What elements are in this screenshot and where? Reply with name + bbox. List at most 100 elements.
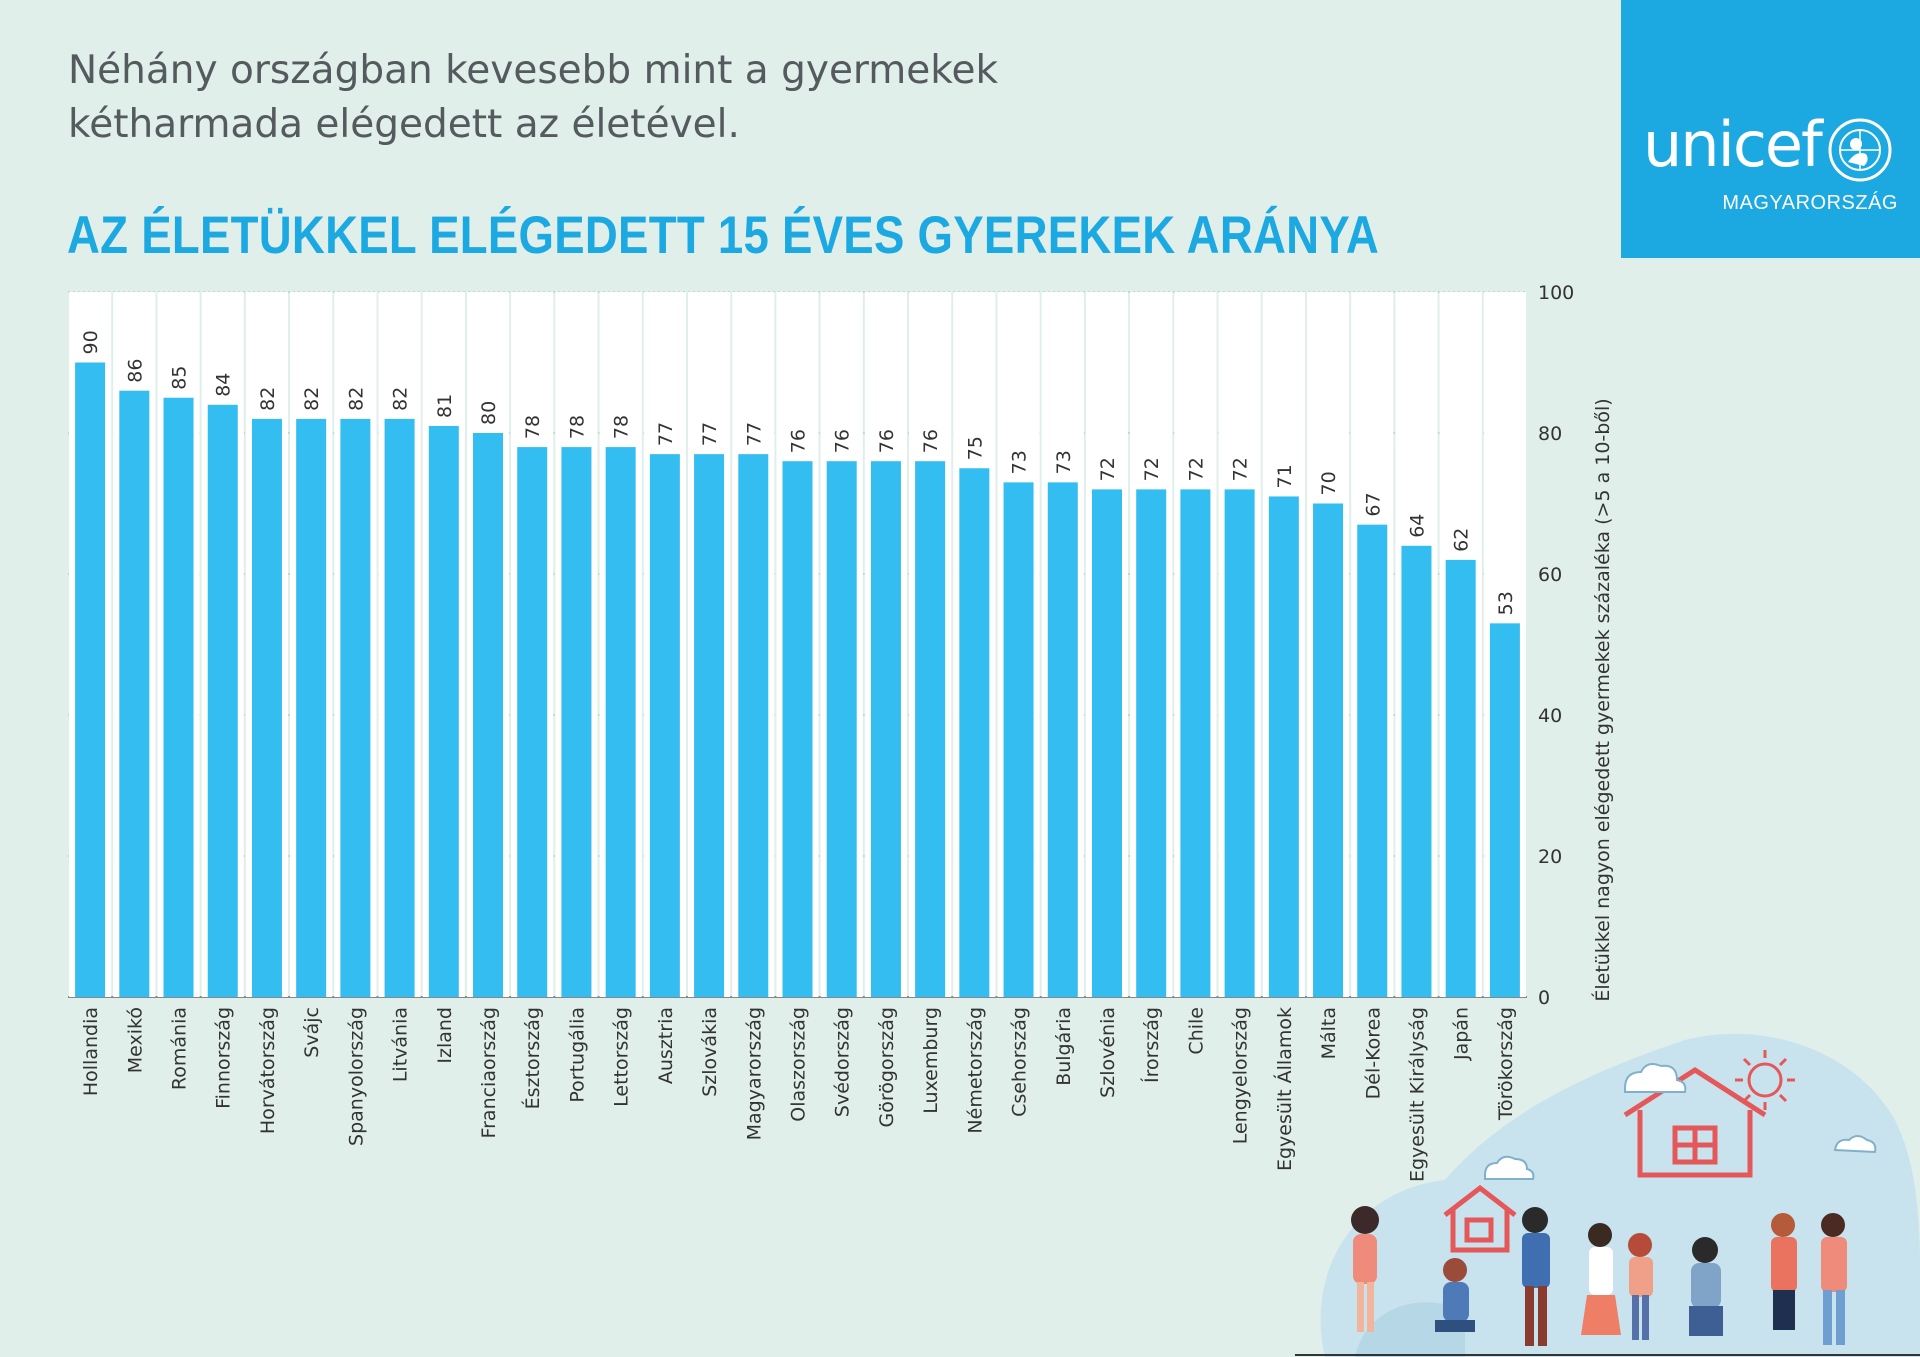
x-tick-label: Spanyolország [345,1007,367,1146]
bar [826,461,857,997]
y-tick-label: 100 [1538,282,1574,304]
bar [1489,623,1520,997]
x-tick-label: Írország [1140,1007,1163,1083]
bar [1091,489,1122,997]
x-tick-label: Ausztria [655,1007,677,1084]
bar [915,461,946,997]
bar [561,447,592,998]
y-tick-label: 20 [1538,846,1562,868]
data-label: 76 [876,429,898,453]
bar [1357,524,1388,997]
bar [296,418,327,997]
data-label: 72 [1097,457,1119,481]
data-label: 86 [124,359,146,383]
data-label: 77 [655,422,677,446]
bar [694,454,725,997]
data-label: 82 [301,387,323,411]
x-tick-label: Litvánia [390,1007,412,1082]
x-tick-label: Törökország [1495,1007,1517,1121]
bar [163,397,194,997]
data-label: 90 [80,330,102,354]
y-tick-labels: 0 20 40 60 80 100 [1538,282,1574,1009]
data-label: 76 [832,429,854,453]
y-tick-label: 0 [1538,987,1550,1009]
data-label: 84 [213,373,235,397]
logo-country: MAGYARORSZÁG [1722,192,1898,214]
data-label: 53 [1495,591,1517,615]
data-label: 75 [964,436,986,460]
x-tick-label: Magyarország [743,1007,765,1140]
bar [119,390,150,997]
x-tick-label: Japán [1451,1007,1473,1061]
bar [1313,503,1344,997]
bar [782,461,813,997]
x-tick-label: Bulgária [1053,1007,1075,1086]
x-tick-label: Észtország [521,1007,544,1109]
unicef-emblem-icon [1828,118,1892,182]
page-subtitle: Néhány országban kevesebb mint a gyermek… [68,48,999,147]
bar [517,447,548,998]
data-label: 72 [1141,457,1163,481]
bar [738,454,769,997]
unicef-logo: unicef MAGYARORSZÁG [1621,0,1920,258]
bar [207,404,238,997]
data-labels: 90 86 85 84 82 82 82 82 81 80 78 78 78 77 77 77 76 76 76 76… [80,330,1517,615]
x-tick-label: Izland [434,1007,456,1064]
bar [384,418,415,997]
chart-title: AZ ÉLETÜKKEL ELÉGEDETT 15 ÉVES GYEREKEK … [67,206,1379,265]
bar [649,454,680,997]
data-label: 67 [1362,492,1384,516]
x-tick-label: Chile [1185,1007,1207,1055]
data-label: 64 [1406,514,1428,538]
x-tick-label: Lettország [611,1007,633,1107]
data-label: 82 [390,387,412,411]
x-tick-label: Portugália [566,1007,588,1103]
x-tick-label: Szlovákia [699,1007,721,1097]
data-label: 77 [699,422,721,446]
bar [870,461,901,997]
data-label: 71 [1274,464,1296,488]
data-label: 73 [1009,450,1031,474]
data-label: 78 [566,415,588,439]
data-label: 72 [1185,457,1207,481]
x-tick-labels: Hollandia Mexikó Románia Finnország Horvátor… [80,1007,1517,1182]
data-label: 77 [743,422,765,446]
x-tick-label: Olaszország [788,1007,810,1122]
x-tick-label: Lengyelország [1230,1007,1252,1144]
x-tick-label: Franciaország [478,1007,500,1138]
data-label: 72 [1230,457,1252,481]
x-tick-label: Svájc [301,1007,323,1058]
data-label: 82 [257,387,279,411]
data-label: 76 [920,429,942,453]
data-label: 78 [522,415,544,439]
bar [605,447,636,998]
y-tick-label: 80 [1538,423,1562,445]
x-tick-label: Finnország [213,1007,235,1109]
bar [1136,489,1167,997]
x-tick-label: Csehország [1009,1007,1031,1117]
data-label: 78 [611,415,633,439]
y-tick-label: 40 [1538,705,1562,727]
data-label: 62 [1451,528,1473,552]
x-tick-label: Svédország [832,1007,854,1117]
bar [1224,489,1255,997]
bar [1268,496,1299,997]
bar [959,468,990,997]
x-tick-label: Románia [169,1007,191,1090]
y-axis-label: Életükkel nagyon elégedett gyermekek szá… [1591,398,1614,1001]
bar [1401,545,1432,997]
data-label: 85 [169,366,191,390]
x-tick-label: Dél-Korea [1362,1007,1384,1099]
y-tick-label: 60 [1538,564,1562,586]
bar [340,418,371,997]
x-tick-label: Görögország [876,1007,898,1127]
bars [75,362,1520,998]
bar [428,425,459,997]
bar [1180,489,1211,997]
data-label: 81 [434,394,456,418]
x-tick-label: Horvátország [257,1007,279,1134]
x-tick-label: Málta [1318,1007,1340,1059]
bar [473,433,504,997]
x-tick-label: Egyesült Államok [1273,1007,1296,1171]
